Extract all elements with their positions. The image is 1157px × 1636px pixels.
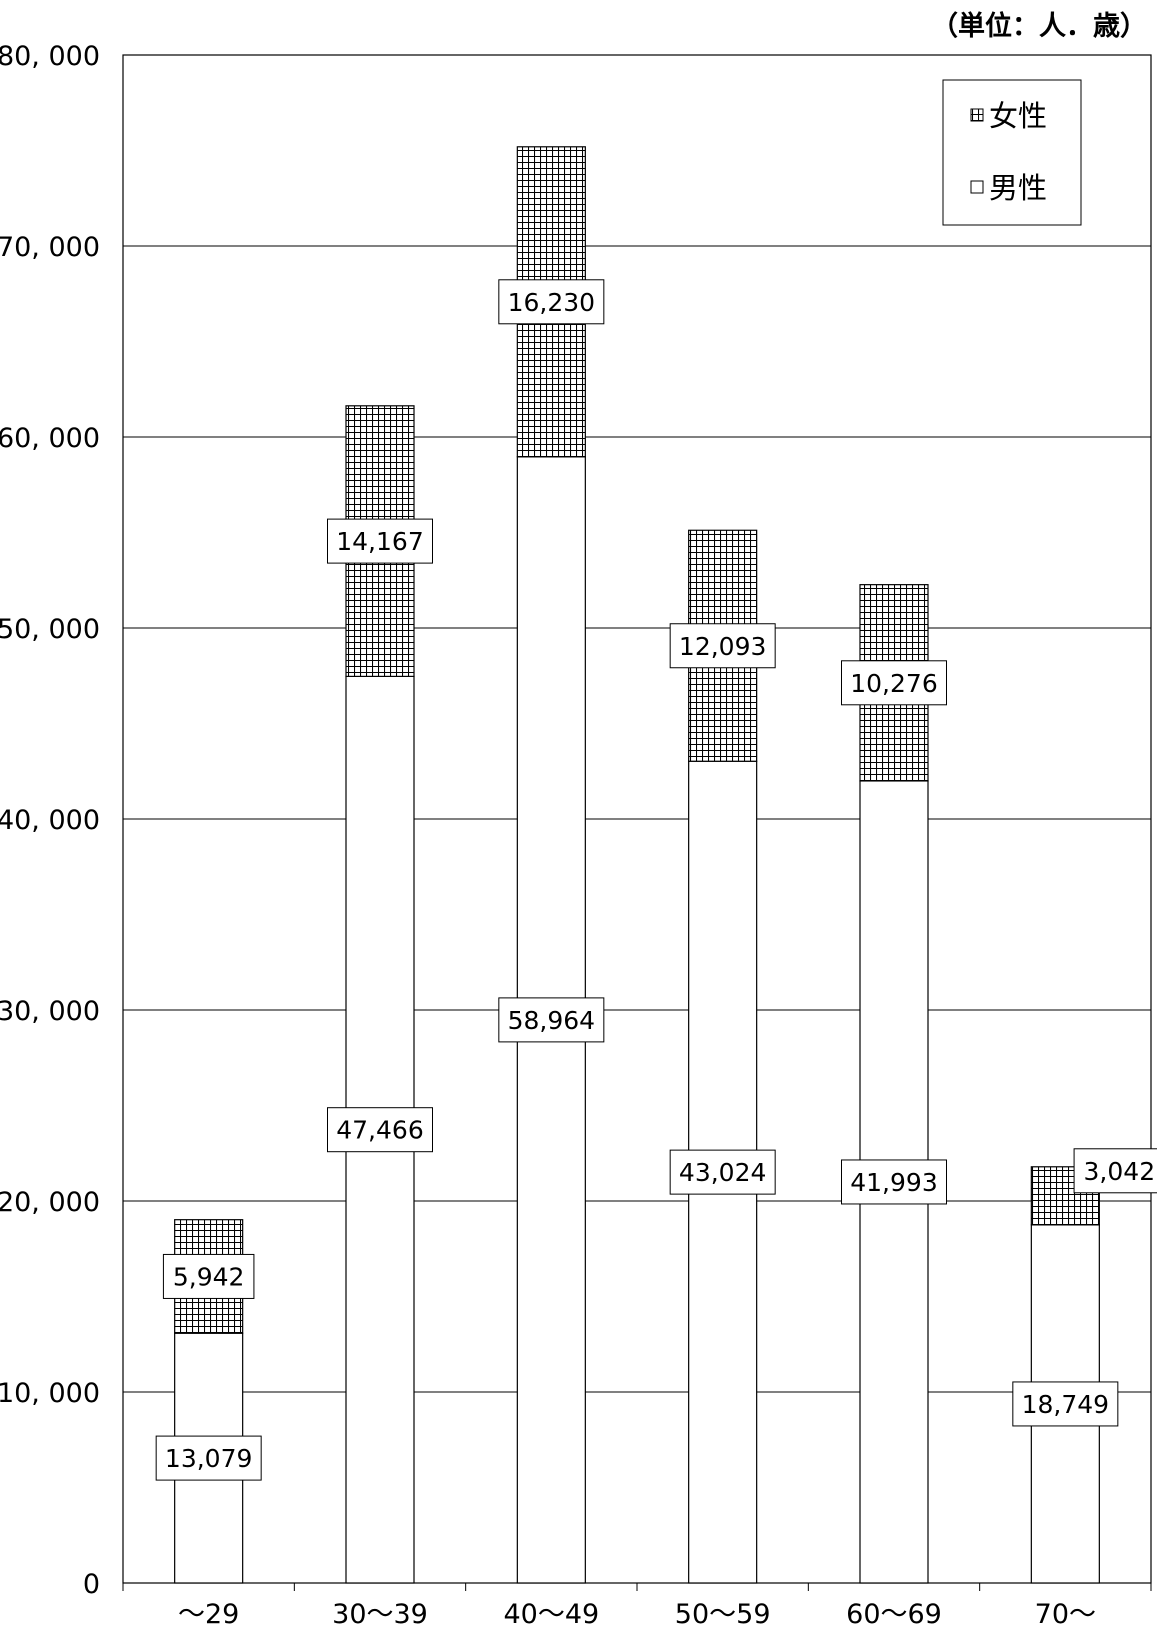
data-label-female: 10,276 <box>850 669 937 698</box>
x-tick-label: ～29 <box>178 1599 239 1630</box>
y-tick-label: 60, 000 <box>0 423 100 454</box>
data-label-female: 12,093 <box>679 632 766 661</box>
data-label-male-box <box>327 1107 433 1153</box>
data-label-male-box <box>155 1435 262 1481</box>
data-label-female: 5,942 <box>173 1262 245 1291</box>
data-label-female: 14,167 <box>336 527 423 556</box>
data-label-male-box <box>498 997 605 1043</box>
legend-label: 男性 <box>989 171 1047 205</box>
y-tick-label: 20, 000 <box>0 1187 100 1218</box>
legend-swatch <box>970 180 984 194</box>
y-tick-label: 50, 000 <box>0 614 100 645</box>
y-tick-label: 70, 000 <box>0 232 100 263</box>
data-label-female-box <box>841 660 947 706</box>
unit-label: （単位：人．歳） <box>931 11 1147 42</box>
legend-swatch <box>970 108 984 122</box>
data-label-female-box <box>669 623 776 669</box>
data-label-male: 47,466 <box>336 1116 423 1145</box>
x-tick-label: 40～49 <box>503 1599 599 1630</box>
data-label-male: 13,079 <box>165 1444 252 1473</box>
data-label-male: 43,024 <box>679 1158 766 1187</box>
y-tick-label: 30, 000 <box>0 996 100 1027</box>
data-label-male: 18,749 <box>1022 1390 1109 1419</box>
data-label-female-box <box>498 279 605 325</box>
y-tick-label: 80, 000 <box>0 41 100 72</box>
x-tick-label: 60～69 <box>846 1599 942 1630</box>
data-label-male-box <box>669 1149 776 1195</box>
legend-label: 女性 <box>989 99 1047 133</box>
data-label-male: 58,964 <box>508 1006 595 1035</box>
data-label-male-box <box>1012 1381 1119 1427</box>
y-tick-label: 10, 000 <box>0 1378 100 1409</box>
data-label-female-box <box>1073 1148 1157 1194</box>
data-label-female: 16,230 <box>508 288 595 317</box>
x-tick-label: 30～39 <box>332 1599 428 1630</box>
data-label-female: 3,042 <box>1084 1157 1156 1186</box>
y-tick-label: 40, 000 <box>0 805 100 836</box>
x-tick-label: 50～59 <box>675 1599 771 1630</box>
data-label-female-box <box>162 1253 255 1299</box>
data-label-male: 41,993 <box>850 1168 937 1197</box>
data-label-female-box <box>327 518 433 564</box>
x-tick-label: 70～ <box>1035 1599 1096 1630</box>
legend <box>942 79 1082 226</box>
data-label-male-box <box>841 1159 947 1205</box>
y-tick-label: 0 <box>83 1569 100 1600</box>
